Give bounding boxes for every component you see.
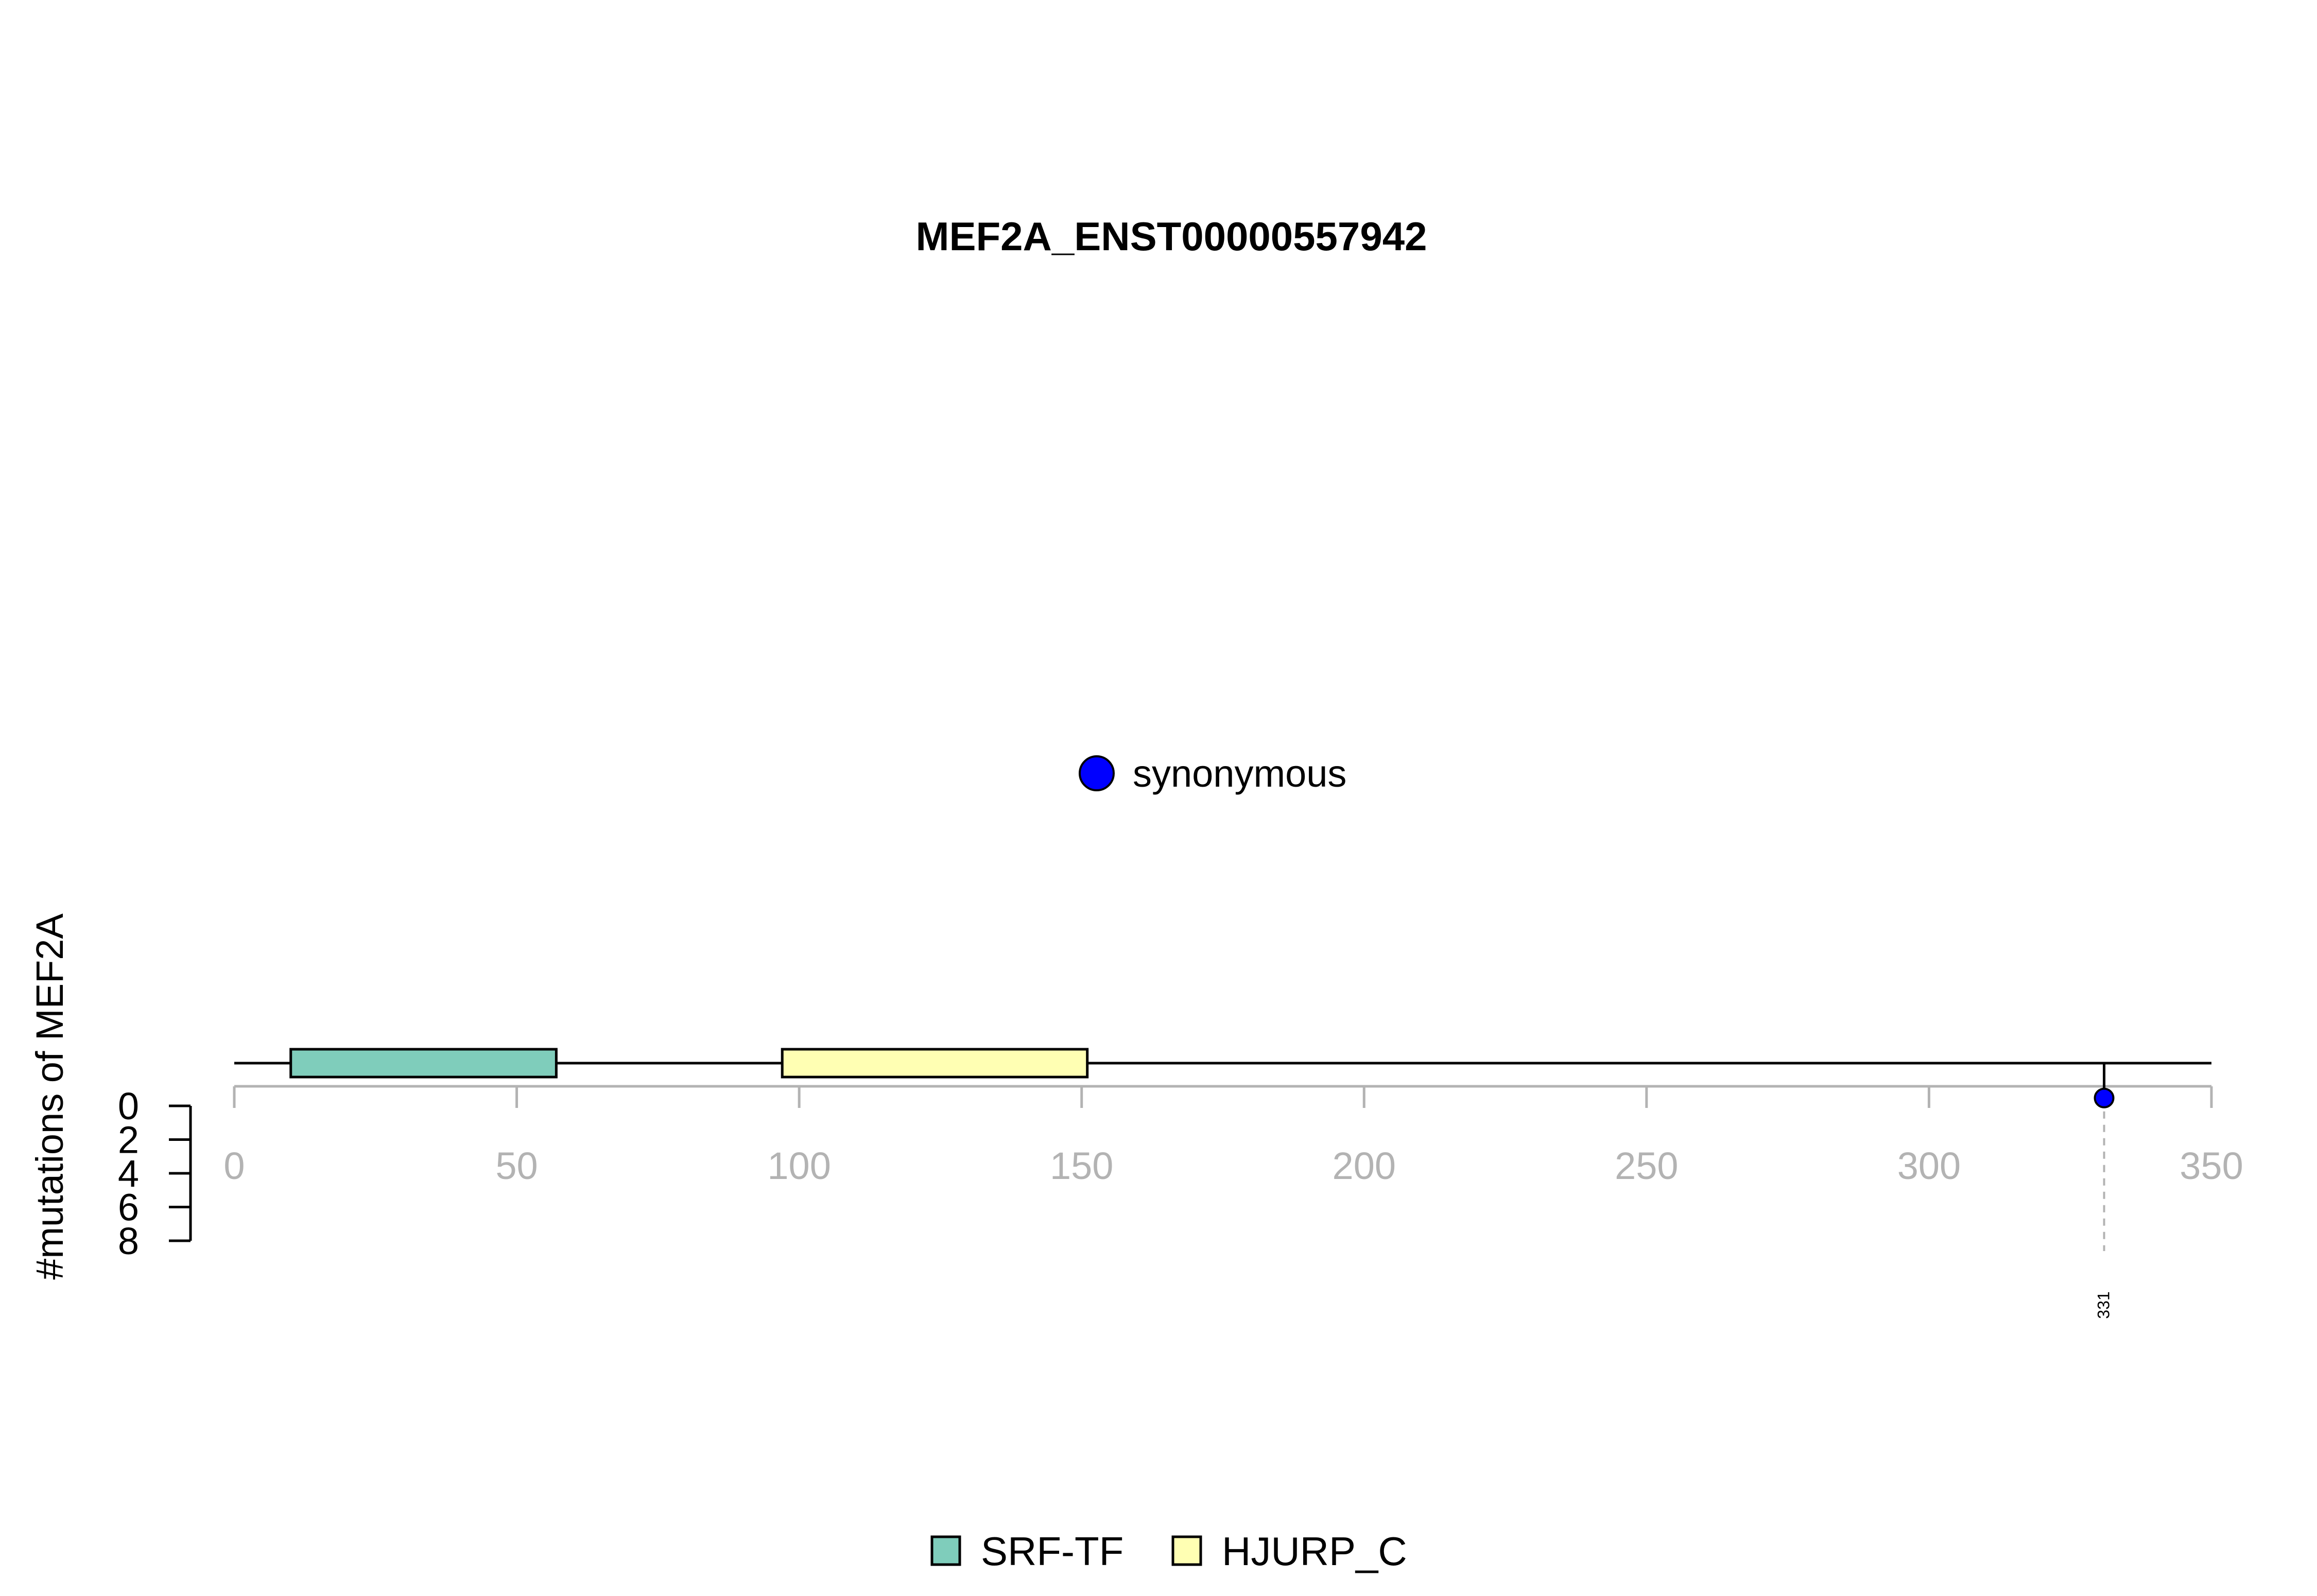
mutation-legend: synonymous (1079, 752, 1346, 795)
legend-label: synonymous (1133, 752, 1346, 795)
y-tick-label: 6 (118, 1186, 139, 1229)
x-tick-label: 150 (1050, 1144, 1113, 1187)
domain-srf-tf (289, 1048, 558, 1079)
mutation-track: 331 (2094, 1063, 2115, 1319)
y-tick-label: 8 (118, 1220, 139, 1262)
x-tick-label: 300 (1897, 1144, 1961, 1187)
y-tick-label: 2 (118, 1119, 139, 1161)
mutation-point (2094, 1087, 2115, 1108)
legend-label: SRF-TF (981, 1529, 1123, 1574)
x-tick-label: 350 (2180, 1144, 2243, 1187)
domain-legend: SRF-TF HJURP_C (930, 1529, 1407, 1574)
chart-title: MEF2A_ENST00000557942 (916, 214, 1427, 259)
legend-label: HJURP_C (1222, 1529, 1407, 1574)
legend-swatch (1171, 1535, 1202, 1566)
x-tick-label: 0 (223, 1144, 245, 1187)
mutation-label: 331 (2095, 1291, 2113, 1319)
x-tick-label: 50 (495, 1144, 538, 1187)
y-tick-label: 4 (118, 1152, 139, 1195)
x-axis: 0 50 100 150 200 250 300 350 (223, 1085, 2243, 1187)
x-tick-label: 100 (767, 1144, 831, 1187)
x-tick-label: 250 (1615, 1144, 1678, 1187)
legend-marker (1079, 755, 1115, 791)
legend-swatch (930, 1535, 961, 1566)
x-tick-label: 200 (1333, 1144, 1396, 1187)
y-axis-label: #mutations of MEF2A (28, 913, 71, 1280)
domain-hjurp-c (781, 1048, 1089, 1079)
domain-track (289, 1048, 1089, 1079)
y-tick-label: 0 (118, 1085, 139, 1127)
